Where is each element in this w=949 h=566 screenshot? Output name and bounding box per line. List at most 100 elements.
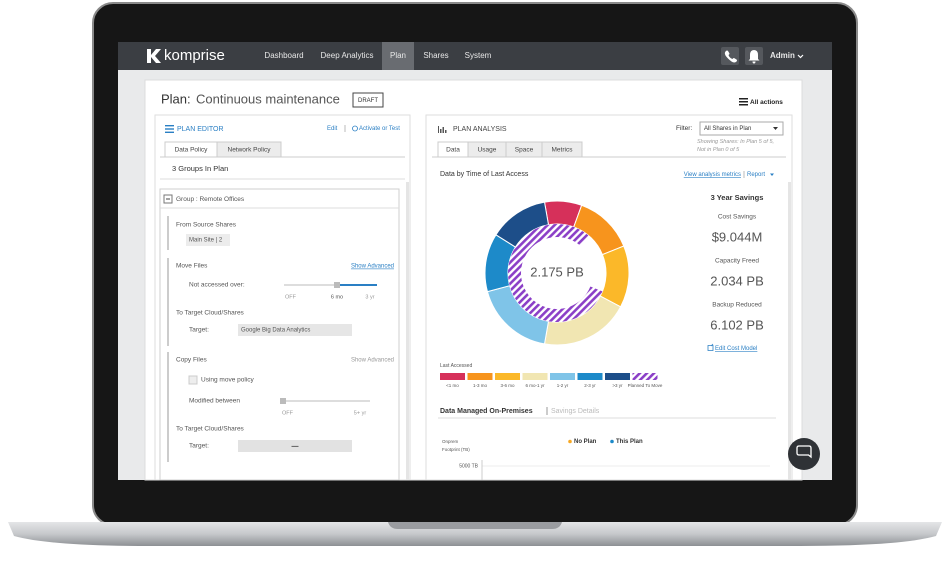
group-name: Group : Remote Offices [176,196,245,203]
checkbox[interactable] [188,375,198,385]
savings-label: Capacity Freed [715,258,759,265]
donut [484,200,630,346]
caret [797,54,804,59]
axis-tick: 5000 TB [459,463,478,469]
analysis-title: PLAN ANALYSIS [453,126,507,133]
filter-select[interactable] [699,121,784,136]
source-label: From Source Shares [176,222,237,229]
legend-swatch [440,373,465,380]
move-target-title: To Target Cloud/Shares [176,310,245,317]
source-chip-text: Main Site | 2 [189,238,223,244]
legend-label: >3 yr [612,383,623,388]
edit-cost-model[interactable]: Edit Cost Model [715,346,757,352]
legend-label: 3-6 mo [500,383,515,388]
legend-label: 6 mo-1 yr [525,383,545,388]
logo-icon [147,49,161,63]
legend-title: Last Accessed [440,363,472,369]
series-dot [610,439,614,444]
savings-label: Backup Reduced [712,302,762,309]
legend-label: 1-3 mo [473,383,488,388]
phone-icon [724,50,737,63]
axis-label: Footprint (TB) [442,447,470,452]
navbar [118,42,832,70]
legend-swatch [467,373,493,380]
tab-label: Space [515,147,534,154]
scrollbar[interactable] [788,182,791,480]
slider-handle[interactable] [280,398,286,404]
nav-item[interactable]: Plan [390,51,406,60]
filter-label: Filter: [676,125,692,132]
chat-icon [796,445,812,459]
slider-tick: OFF [282,410,294,416]
move-slider-label: Not accessed over: [189,282,245,289]
axis-label: Onprem [442,439,459,444]
menu-icon [739,98,748,106]
phone-button[interactable] [721,47,739,65]
savings-title: 3 Year Savings [711,193,764,202]
source-chip [186,234,230,246]
activate-icon [352,125,358,132]
scrollbar[interactable] [406,182,409,480]
tab-label: Usage [478,147,497,154]
move-title: Move Files [176,263,208,270]
slider-handle[interactable] [334,282,340,288]
move-target-input[interactable] [238,324,352,336]
metrics-link[interactable]: View analysis metrics [684,172,741,178]
report-link[interactable]: Report [747,172,765,178]
tab-label: Data [446,147,460,154]
donut-center: 2.175 PB [530,264,584,279]
laptop-base [8,522,942,546]
savings-value: $9.044M [712,229,763,244]
move-target-label: Target: [189,327,209,334]
activate-link[interactable]: Activate or Test [359,126,400,132]
legend-swatch [495,373,520,380]
legend-label: 1-2 yr [557,383,569,388]
legend-label: <1 mo [446,383,459,388]
nav-item[interactable]: Dashboard [264,51,303,60]
editor-icon [165,125,174,133]
series-legend: No Plan This Plan [568,439,643,445]
copy-advanced[interactable]: Show Advanced [351,358,394,364]
legend: <1 mo 1-3 mo 3-6 mo 6 mo-1 yr 1-2 yr 2-3 yr >3… [440,373,663,388]
savings: Cost Savings $9.044M Capacity Freed 2.034 P… [710,214,764,333]
title-prefix: Plan: [161,91,191,106]
slider-tick: 6 mo [331,294,343,300]
tab-label: Data Policy [175,147,209,154]
copy-target-input[interactable] [238,440,352,452]
tab-label: Network Policy [228,147,272,154]
legend-label: 2-3 yr [584,383,596,388]
chart-title: Data by Time of Last Access [440,171,529,178]
edit-link[interactable]: Edit [327,126,338,132]
chat-button[interactable] [788,438,820,470]
nav-item[interactable]: Deep Analytics [321,51,374,60]
savings-value: 6.102 PB [710,317,764,332]
savings-label: Cost Savings [718,214,757,221]
user-menu[interactable]: Admin [770,51,795,60]
series-name: This Plan [616,439,643,445]
nav-item[interactable]: System [465,51,492,60]
legend-swatch [605,373,630,380]
report-caret [770,173,774,176]
copy-target: — [292,443,299,450]
legend-label: Planned To Move [628,383,663,388]
nav-active [382,42,414,70]
badge-text: DRAFT [358,98,378,104]
base-notch [388,522,562,529]
copy-title: Copy Files [176,357,207,364]
tab-label: Metrics [552,147,574,154]
slider-tick: 5+ yr [354,410,367,416]
nav-item[interactable]: Shares [423,51,448,60]
filter-note: Not in Plan 0 of 5 [697,147,740,153]
savings-details[interactable]: Savings Details [551,408,600,415]
move-advanced[interactable]: Show Advanced [351,264,394,270]
checkbox-label: Using move policy [201,377,254,384]
legend-swatch [550,373,575,380]
all-actions[interactable]: All actions [750,99,783,106]
copy-target-label: Target: [189,443,209,450]
collapse-minus [166,198,170,200]
bell-icon [748,50,760,64]
copy-slider-label: Modified between [189,398,240,405]
analysis-icon [438,126,447,133]
legend-swatch [632,373,658,380]
